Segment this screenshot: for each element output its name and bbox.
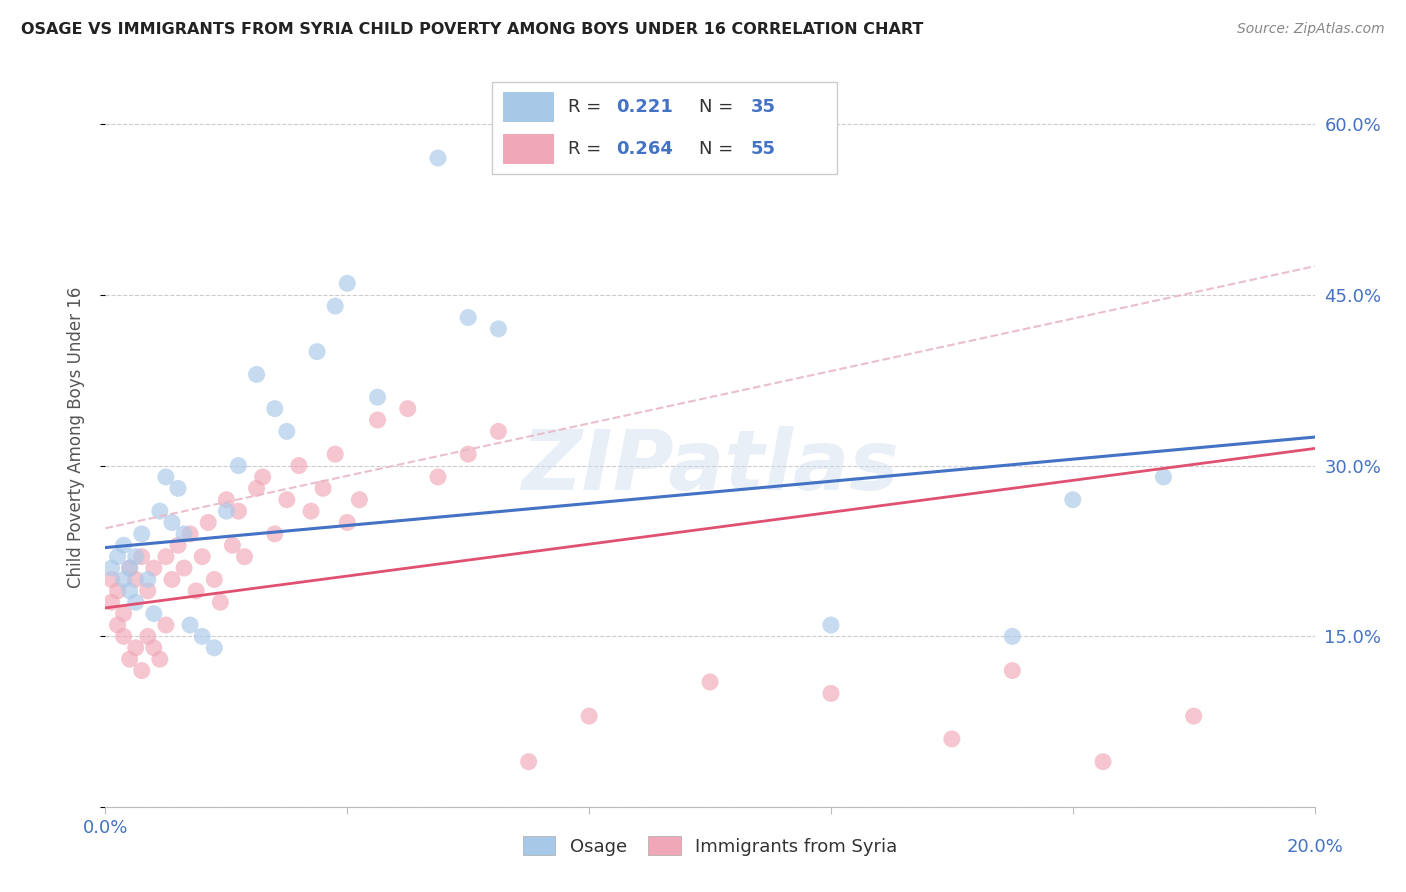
Point (457, 447, 479, 461)
Point (263, 401, 285, 416)
Point (1182, 709, 1205, 723)
Point (366, 390, 388, 404)
Point (396, 401, 419, 416)
Point (228, 504, 250, 518)
Point (191, 629, 214, 643)
Point (336, 277, 359, 291)
Point (124, 595, 148, 609)
Text: Source: ZipAtlas.com: Source: ZipAtlas.com (1237, 22, 1385, 37)
Point (246, 481, 269, 495)
Point (179, 527, 201, 541)
Point (276, 492, 298, 507)
Point (263, 527, 285, 541)
Point (149, 652, 172, 666)
Point (155, 549, 177, 564)
Point (1001, 664, 1024, 678)
Text: OSAGE VS IMMIGRANTS FROM SYRIA CHILD POVERTY AMONG BOYS UNDER 16 CORRELATION CHA: OSAGE VS IMMIGRANTS FROM SYRIA CHILD POV… (21, 22, 924, 37)
Point (118, 561, 141, 575)
Point (578, 709, 600, 723)
Point (1092, 755, 1115, 769)
Point (136, 583, 159, 598)
Point (149, 504, 172, 518)
Point (699, 675, 721, 690)
Point (124, 573, 148, 587)
Point (124, 640, 148, 655)
Point (488, 322, 510, 336)
Point (155, 618, 177, 632)
Point (118, 561, 141, 575)
Point (112, 573, 135, 587)
Point (1153, 470, 1175, 484)
Point (136, 573, 159, 587)
Point (142, 640, 165, 655)
Point (820, 686, 842, 700)
Point (299, 504, 322, 518)
Point (160, 573, 183, 587)
Point (167, 481, 190, 495)
Point (336, 516, 359, 530)
Point (202, 640, 225, 655)
Point (131, 549, 153, 564)
Point (941, 731, 963, 746)
Point (488, 425, 510, 439)
Point (173, 527, 195, 541)
Point (112, 538, 135, 552)
Point (100, 573, 122, 587)
Point (131, 527, 153, 541)
Point (107, 618, 129, 632)
Point (155, 470, 177, 484)
Point (202, 573, 225, 587)
Legend: Osage, Immigrants from Syria: Osage, Immigrants from Syria (517, 831, 903, 861)
Point (427, 470, 450, 484)
Point (288, 458, 311, 473)
Point (179, 618, 201, 632)
Point (427, 151, 450, 165)
Point (1062, 492, 1084, 507)
Point (118, 652, 141, 666)
Point (118, 583, 141, 598)
Point (820, 618, 842, 632)
Point (191, 549, 214, 564)
Text: 20.0%: 20.0% (1286, 838, 1343, 855)
Point (228, 458, 250, 473)
Y-axis label: Child Poverty Among Boys Under 16: Child Poverty Among Boys Under 16 (66, 286, 84, 588)
Point (197, 516, 219, 530)
Point (136, 629, 159, 643)
Point (142, 561, 165, 575)
Point (457, 310, 479, 325)
Point (100, 561, 122, 575)
Point (100, 595, 122, 609)
Point (107, 549, 129, 564)
Point (142, 607, 165, 621)
Point (221, 538, 243, 552)
Point (209, 595, 232, 609)
Point (167, 538, 190, 552)
Point (323, 447, 346, 461)
Point (160, 516, 183, 530)
Point (215, 492, 238, 507)
Point (312, 481, 335, 495)
Point (107, 583, 129, 598)
Point (246, 368, 269, 382)
Point (366, 413, 388, 427)
Point (307, 344, 329, 359)
Point (323, 299, 346, 313)
Point (131, 664, 153, 678)
Point (517, 755, 540, 769)
Point (124, 549, 148, 564)
Point (233, 549, 256, 564)
Point (252, 470, 274, 484)
Point (215, 504, 238, 518)
Point (1001, 629, 1024, 643)
Point (186, 583, 208, 598)
Point (349, 492, 371, 507)
Point (112, 629, 135, 643)
Point (276, 425, 298, 439)
Point (112, 607, 135, 621)
Point (173, 561, 195, 575)
Text: ZIPatlas: ZIPatlas (522, 426, 898, 508)
